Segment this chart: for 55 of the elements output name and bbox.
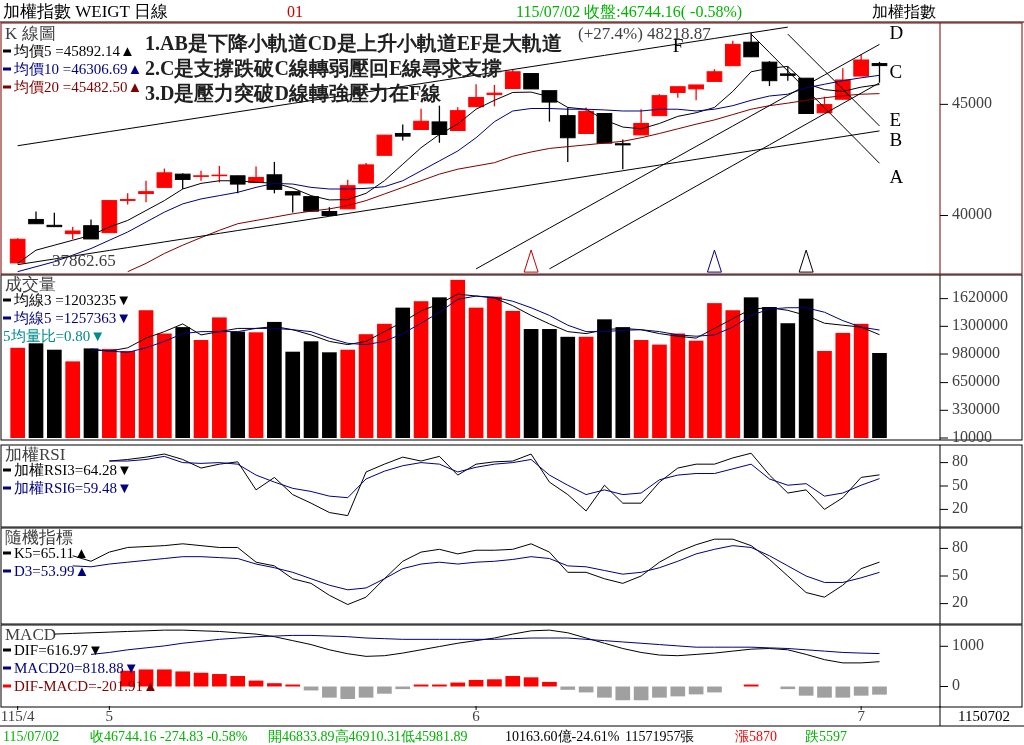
y-tick-label: 1300000 — [952, 316, 1008, 334]
y-tick-label: 80 — [952, 452, 968, 470]
legend-label: 均價20 =45482.50▲ — [13, 79, 143, 95]
x-tick-label: 115/4 — [0, 708, 35, 724]
y-tick-label: 40000 — [952, 205, 992, 223]
y-tick-label: 980000 — [952, 343, 1000, 361]
x-tick-label: 5 — [105, 708, 114, 724]
text: 115/07/02 收盤:46744.16( -0.58%) — [516, 3, 743, 21]
y-tick-label: 650000 — [952, 372, 1000, 390]
text: 11571957張 — [625, 729, 695, 744]
x-tick-label: 7 — [857, 708, 866, 724]
text: 開46833.89高46910.31低45981.89 — [268, 729, 468, 744]
annotation: 1.AB是下降小軌道CD是上升小軌道EF是大軌道 — [145, 32, 563, 54]
y-tick-label: 1000 — [952, 635, 984, 653]
legend-label: MACD20=818.88▼ — [14, 660, 139, 676]
series-label: B — [889, 128, 903, 150]
legend-label: 均價10 =46306.69▲ — [13, 61, 143, 77]
y-tick-label: 20 — [952, 593, 968, 611]
y-tick-label: 45000 — [952, 94, 992, 112]
series-label: A — [889, 166, 904, 188]
annotation: 37862.65 — [52, 251, 116, 270]
text: 收46744.16 -274.83 -0.58% — [90, 729, 248, 744]
text: 1150702 — [958, 708, 1010, 724]
legend-label: DIF-MACD=-201.91▲ — [14, 678, 158, 694]
y-tick-label: 330000 — [952, 399, 1000, 417]
text: 跌5597 — [805, 729, 847, 744]
series-label: E — [889, 108, 902, 130]
text: 漲5870 — [735, 729, 777, 744]
text: 115/07/02 — [3, 729, 60, 744]
x-tick-label: 6 — [472, 708, 481, 724]
y-tick-label: 1620000 — [952, 288, 1008, 306]
legend-label: 加權RSI3=64.28▼ — [14, 462, 132, 478]
series-label: D — [889, 22, 904, 44]
chart-subtitle: K 線圖 — [5, 24, 56, 43]
y-tick-label: 50 — [952, 565, 968, 583]
text: 01 — [287, 3, 303, 20]
legend-label: D3=53.99▲ — [14, 563, 90, 579]
y-tick-label: 20 — [952, 499, 968, 517]
chart-title: 隨機指標 — [5, 528, 73, 547]
annotation: 5均量比=0.80▼ — [3, 328, 106, 344]
legend-label: DIF=616.97▼ — [14, 642, 103, 658]
legend-label: 均價5 =45892.14▲ — [13, 43, 135, 59]
chart-title: 成交量 — [5, 275, 56, 294]
chart-title: MACD — [5, 625, 57, 644]
legend-label: K5=65.11▲ — [14, 545, 89, 561]
legend-label: 加權RSI6=59.48▼ — [14, 480, 132, 496]
series-label: C — [889, 60, 903, 82]
legend-label: 均線3 =1203235▼ — [13, 292, 132, 308]
text: 加權指數 — [872, 3, 936, 20]
chart-title: 加權指數 WEIGT 日線 — [3, 2, 168, 21]
y-tick-label: 50 — [952, 475, 968, 493]
y-tick-label: 0 — [952, 676, 960, 694]
text: 10163.60億-24.61% — [505, 729, 620, 744]
y-tick-label: 80 — [952, 538, 968, 556]
legend-label: 均線5 =1257363▼ — [13, 310, 132, 326]
